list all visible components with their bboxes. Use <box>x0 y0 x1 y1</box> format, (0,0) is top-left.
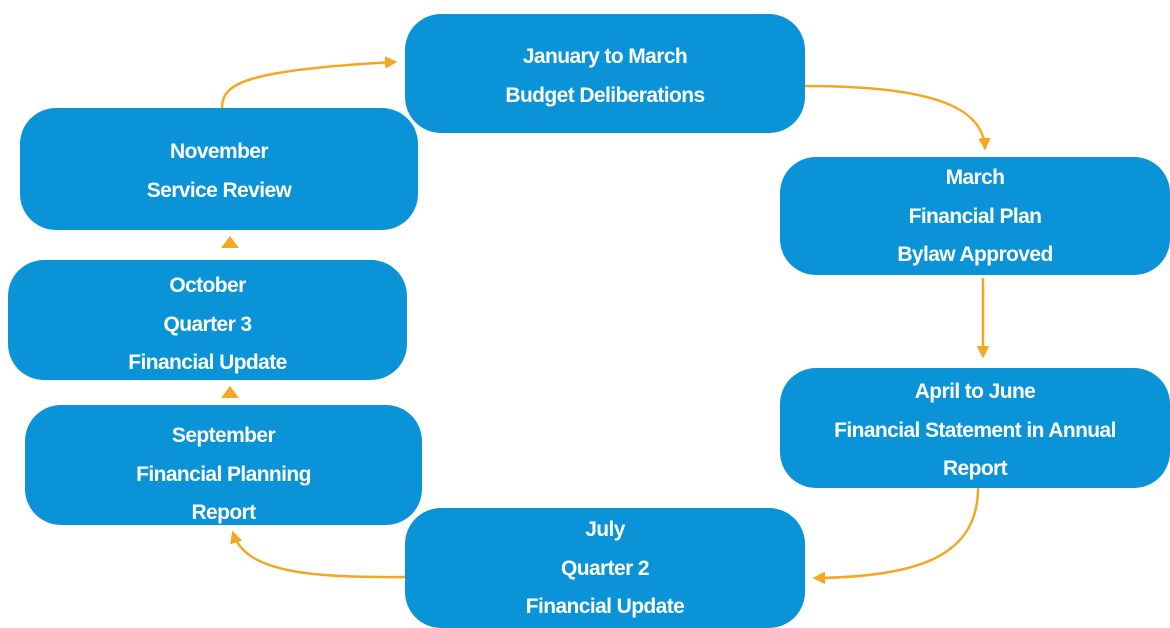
node-box: July Quarter 2 Financial Update <box>405 508 805 628</box>
arrow <box>804 84 991 151</box>
arrow <box>230 530 406 579</box>
node-label: Bylaw Approved <box>897 243 1053 266</box>
node-box: March Financial Plan Bylaw Approved <box>780 157 1170 275</box>
arrow <box>220 56 398 109</box>
node-label: July <box>585 518 625 541</box>
node-box: January to March Budget Deliberations <box>405 14 805 133</box>
node-label: Quarter 2 <box>561 556 650 580</box>
node-label: November <box>170 140 269 163</box>
node-box: October Quarter 3 Financial Update <box>8 260 407 380</box>
arrow <box>812 487 980 585</box>
node-label: March <box>945 166 1005 189</box>
node-box: April to June Financial Statement in Annu… <box>780 368 1170 488</box>
arrow-lines <box>220 56 991 585</box>
node-label: Report <box>191 501 256 524</box>
node-label: October <box>169 274 246 297</box>
node-label: Financial Plan <box>908 204 1042 228</box>
node-label: Report <box>942 457 1008 480</box>
node-box: September Financial Planning Report <box>25 405 422 525</box>
arrowhead <box>221 236 239 248</box>
arrowhead <box>221 386 239 398</box>
node-label: September <box>171 424 276 447</box>
node-label: Financial Planning <box>136 462 311 486</box>
node-label: January to March <box>522 45 688 68</box>
node-label: Budget Deliberations <box>505 83 705 107</box>
node-label: April to June <box>914 380 1036 403</box>
node-label: Financial Update <box>128 351 287 374</box>
node-box: November Service Review <box>20 108 418 230</box>
node-label: Service Review <box>146 178 292 202</box>
node-label: Financial Statement in Annual <box>834 418 1116 442</box>
node-label: Quarter 3 <box>163 312 253 336</box>
node-label: Financial Update <box>525 595 685 618</box>
